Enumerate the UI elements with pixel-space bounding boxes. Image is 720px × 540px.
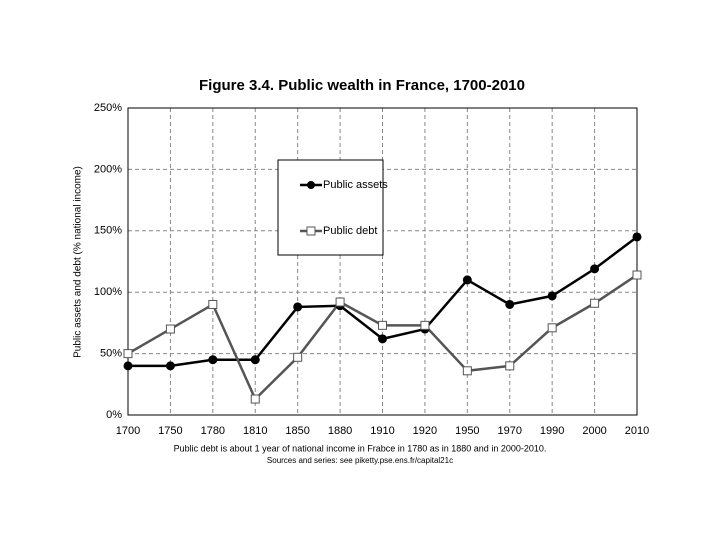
y-tick-label: 50%	[100, 348, 122, 360]
legend-box	[277, 159, 384, 256]
marker	[208, 355, 218, 365]
x-tick-label: 1990	[540, 425, 564, 437]
x-tick-label: 1850	[285, 425, 309, 437]
x-tick-label: 1910	[370, 425, 394, 437]
marker	[123, 361, 133, 371]
legend-label: Public debt	[323, 225, 377, 237]
y-tick-label: 250%	[94, 102, 122, 114]
x-tick-label: 1780	[201, 425, 225, 437]
marker	[250, 355, 260, 365]
marker	[293, 352, 303, 362]
y-tick-label: 200%	[94, 163, 122, 175]
legend-marker	[306, 226, 316, 236]
x-tick-label: 2000	[582, 425, 606, 437]
plot-frame	[127, 107, 638, 416]
x-tick-label: 1920	[413, 425, 437, 437]
y-axis-label: Public assets and debt (% national incom…	[73, 166, 84, 358]
marker	[420, 320, 430, 330]
marker	[590, 298, 600, 308]
x-tick-label: 1810	[243, 425, 267, 437]
marker	[505, 299, 515, 309]
marker	[335, 297, 345, 307]
marker	[293, 302, 303, 312]
marker	[165, 324, 175, 334]
marker	[505, 361, 515, 371]
marker	[378, 320, 387, 330]
x-tick-label: 1950	[455, 425, 479, 437]
y-tick-label: 100%	[94, 286, 122, 298]
y-tick-label: 0%	[106, 409, 122, 421]
marker	[165, 361, 175, 371]
marker	[462, 275, 472, 285]
note: Sources and series: see piketty.pse.ens.…	[267, 456, 453, 465]
marker	[547, 291, 557, 301]
chart-title: Figure 3.4. Public wealth in France, 170…	[199, 77, 525, 94]
x-tick-label: 1970	[498, 425, 522, 437]
marker	[462, 366, 472, 376]
legend-marker	[307, 181, 315, 189]
marker	[590, 264, 600, 274]
marker	[208, 299, 218, 309]
marker	[378, 334, 387, 344]
note: Public debt is about 1 year of national …	[174, 443, 547, 453]
marker	[250, 394, 260, 404]
marker	[547, 323, 557, 333]
marker	[632, 270, 642, 280]
x-tick-label: 1880	[328, 425, 352, 437]
marker	[632, 232, 642, 242]
x-tick-label: 1700	[116, 425, 140, 437]
x-tick-label: 2010	[625, 425, 649, 437]
y-tick-label: 150%	[94, 225, 122, 237]
marker	[123, 349, 133, 359]
x-tick-label: 1750	[158, 425, 182, 437]
legend-label: Public assets	[323, 179, 388, 191]
